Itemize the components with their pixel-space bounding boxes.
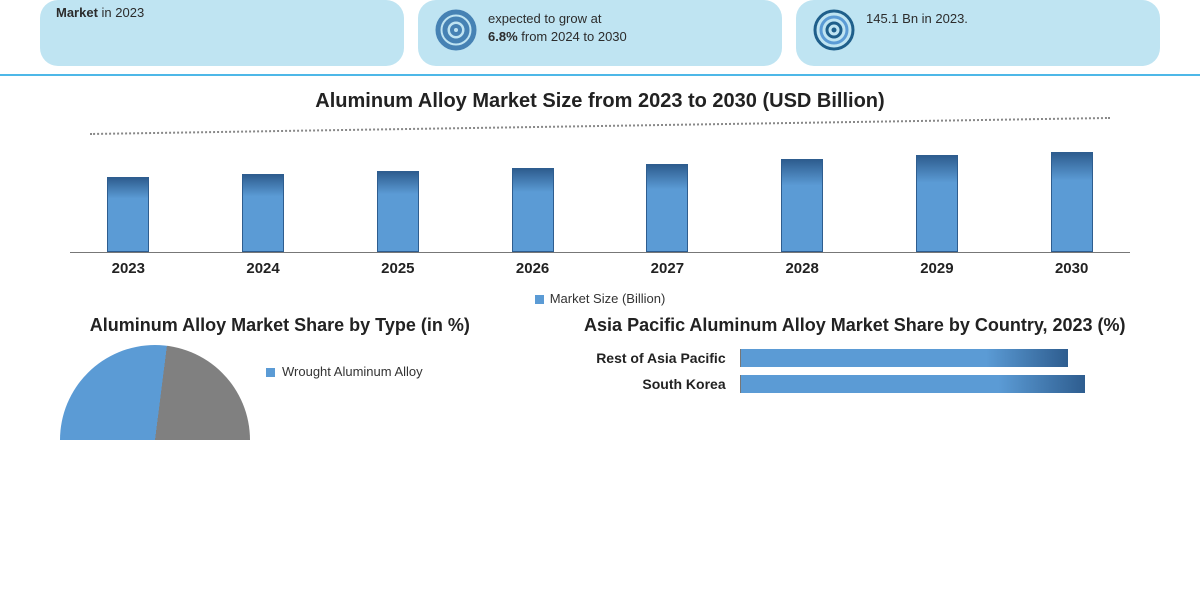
pie-row: Wrought Aluminum Alloy — [40, 345, 520, 440]
bar-x-label: 2029 — [920, 260, 953, 277]
hbar-track — [740, 375, 1160, 393]
pie-section: Aluminum Alloy Market Share by Type (in … — [40, 314, 520, 440]
bar-slot: 2023 — [70, 177, 187, 252]
bar — [916, 155, 958, 252]
bar-slot: 2029 — [879, 155, 996, 252]
main-bar-chart: 20232024202520262027202820292030 Market … — [0, 123, 1200, 306]
pie-chart — [60, 345, 250, 440]
bar — [1051, 152, 1093, 252]
bar — [646, 164, 688, 252]
bar-slot: 2028 — [744, 159, 861, 252]
pie-circle — [60, 345, 250, 440]
bar-x-label: 2026 — [516, 260, 549, 277]
bar — [107, 177, 149, 252]
top-cards-row: Market in 2023 expected to grow at 6.8% … — [0, 0, 1200, 76]
bar — [512, 168, 554, 252]
bar — [242, 174, 284, 252]
bar-x-label: 2030 — [1055, 260, 1088, 277]
hbar-row: South Korea — [550, 375, 1160, 393]
bar-x-label: 2024 — [246, 260, 279, 277]
main-chart-title: Aluminum Alloy Market Size from 2023 to … — [0, 90, 1200, 113]
hbar-label: South Korea — [550, 376, 740, 392]
card-region: Market in 2023 — [40, 0, 404, 66]
card-region-bold: Market — [56, 5, 98, 20]
legend-swatch-icon — [535, 295, 544, 304]
bar — [377, 171, 419, 252]
pie-legend-label: Wrought Aluminum Alloy — [282, 364, 423, 379]
card-value: 145.1 Bn in 2023. — [796, 0, 1160, 66]
card-growth-l1: expected to grow at — [488, 11, 601, 26]
bar-x-label: 2028 — [785, 260, 818, 277]
target-icon — [812, 8, 856, 52]
bar-x-label: 2027 — [651, 260, 684, 277]
bottom-row: Aluminum Alloy Market Share by Type (in … — [0, 306, 1200, 440]
bar-slot: 2030 — [1013, 152, 1130, 252]
bar-slot: 2024 — [205, 174, 322, 252]
hbar-row: Rest of Asia Pacific — [550, 349, 1160, 367]
bar-chart-area: 20232024202520262027202820292030 — [70, 123, 1130, 253]
card-growth: expected to grow at 6.8% from 2024 to 20… — [418, 0, 782, 66]
pie-legend-swatch-icon — [266, 368, 275, 377]
hbar-section: Asia Pacific Aluminum Alloy Market Share… — [550, 314, 1160, 440]
card-region-text: Market in 2023 — [56, 4, 144, 22]
card-growth-range: from 2024 to 2030 — [518, 29, 627, 44]
bar-slot: 2026 — [474, 168, 591, 252]
card-region-suffix: in 2023 — [98, 5, 144, 20]
bar-x-label: 2025 — [381, 260, 414, 277]
legend-label: Market Size (Billion) — [550, 291, 666, 306]
card-value-text: 145.1 Bn in 2023. — [866, 10, 968, 28]
hbar-track — [740, 349, 1160, 367]
card-growth-rate: 6.8% — [488, 29, 518, 44]
main-chart-legend: Market Size (Billion) — [70, 291, 1130, 306]
bar-slot: 2025 — [340, 171, 457, 252]
bar-slot: 2027 — [609, 164, 726, 252]
card-growth-text: expected to grow at 6.8% from 2024 to 20… — [488, 10, 627, 45]
hbar-title: Asia Pacific Aluminum Alloy Market Share… — [550, 314, 1160, 337]
bar — [781, 159, 823, 252]
hbar-body: Rest of Asia Pacific South Korea — [550, 349, 1160, 393]
spiral-icon — [434, 8, 478, 52]
card-value-l1: 145.1 Bn in 2023. — [866, 11, 968, 26]
pie-legend: Wrought Aluminum Alloy — [266, 363, 423, 381]
bar-x-label: 2023 — [112, 260, 145, 277]
hbar-bar — [741, 349, 1068, 367]
hbar-label: Rest of Asia Pacific — [550, 350, 740, 366]
hbar-bar — [741, 375, 1085, 393]
pie-title: Aluminum Alloy Market Share by Type (in … — [40, 314, 520, 337]
